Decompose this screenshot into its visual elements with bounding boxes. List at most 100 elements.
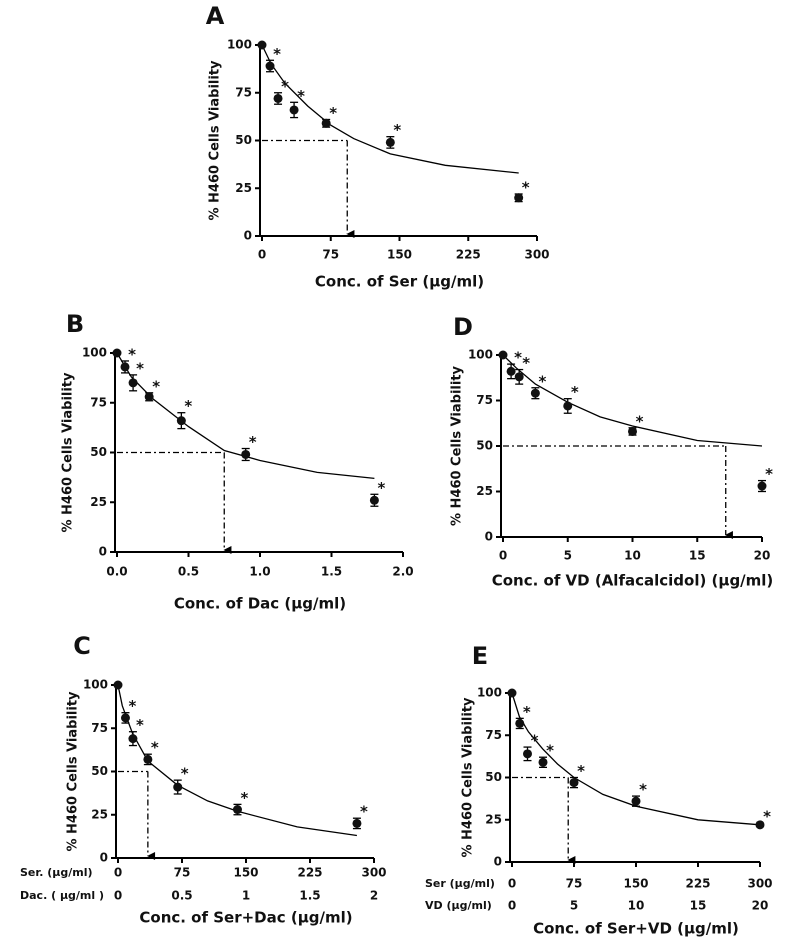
y-tick-label: 50 [90,445,107,459]
x-tick-label: 75 [566,877,583,891]
significance-label: * [763,808,771,826]
data-point [321,118,331,128]
significance-label: * [577,762,585,780]
significance-label: * [136,716,144,734]
significance-label: * [571,383,579,401]
x-tick-label: 10 [624,549,641,563]
y-tick-label: 50 [235,133,252,147]
data-point [369,495,379,505]
significance-label: * [273,45,281,63]
significance-label: * [636,412,644,430]
x-tick-label: 5 [564,549,572,563]
data-point [265,61,275,71]
x-tick-label: 225 [685,877,710,891]
significance-label: * [151,739,159,757]
x-tick-label: 75 [322,248,339,262]
x-tick-label: 75 [174,866,191,880]
x-tick-label: 0.5 [178,565,199,579]
panel-label: B [66,310,84,338]
data-point [128,378,138,388]
y-tick-label: 75 [90,395,107,409]
panel-label: A [206,2,225,30]
significance-label: * [241,789,249,807]
x2-tick-label: 15 [690,899,707,913]
y-tick-label: 100 [83,678,108,692]
x-tick-label: 300 [361,866,386,880]
y-tick-label: 25 [476,484,493,498]
significance-label: * [523,703,531,721]
x-tick-label: 15 [689,549,706,563]
data-point [112,348,122,358]
data-point [507,688,517,698]
y-axis-label: % H460 Cells Viability [461,697,476,858]
data-point [757,481,767,491]
x2-tick-label: 5 [570,899,578,913]
y-axis-label: % H460 Cells Viability [208,60,223,221]
y-tick-label: 25 [235,181,252,195]
y-tick-label: 25 [90,495,107,509]
x-tick-label: 225 [297,866,322,880]
data-point [530,388,540,398]
data-point [538,757,548,767]
data-point [523,749,532,759]
x2-tick-label: 0.5 [171,889,192,903]
y-tick-label: 100 [477,686,502,700]
y-tick-label: 100 [82,346,107,360]
data-point [120,362,130,372]
y-tick-label: 100 [227,38,252,52]
x-tick-label: 150 [623,877,648,891]
x-tick-label: 0 [114,866,122,880]
x-axis-label: Conc. of Dac (μg/ml) [174,595,346,613]
x-axis-label: Conc. of Ser+VD (μg/ml) [533,920,739,938]
panel-label: D [453,313,473,341]
y-tick-label: 0 [244,229,252,243]
y-tick-label: 75 [485,728,502,742]
data-point [352,818,362,828]
significance-label: * [249,433,257,451]
y-tick-label: 25 [485,812,502,826]
data-point [506,366,516,376]
data-point [144,392,154,402]
y-axis-label: % H460 Cells Viability [61,372,76,533]
data-point [385,137,395,147]
panel-label: E [472,642,488,670]
x-axis-label: Conc. of Ser+Dac (μg/ml) [139,909,352,927]
significance-label: * [297,87,305,105]
significance-label: * [639,781,647,799]
data-point [515,718,525,728]
x-tick-label: 300 [524,248,549,262]
data-point [569,778,579,788]
data-point [143,754,153,764]
x2-tick-title: VD (μg/ml) [425,899,492,912]
y-tick-label: 50 [476,439,493,453]
data-point [113,680,123,690]
significance-label: * [181,765,189,783]
x-tick-label: 1.5 [321,565,342,579]
x-tick-label: 0 [258,248,266,262]
x-tick-label: 2.0 [392,565,413,579]
significance-label: * [522,178,530,196]
data-point [173,782,183,792]
y-tick-label: 50 [485,770,502,784]
x-tick-label: 300 [747,877,772,891]
significance-label: * [546,742,554,760]
significance-label: * [360,803,368,821]
y-tick-label: 50 [91,764,108,778]
data-point [176,416,186,426]
data-point [273,93,283,103]
x-tick-title: Ser. (μg/ml) [20,866,93,879]
y-tick-label: 75 [476,393,493,407]
data-point [128,734,138,744]
data-point [289,105,299,115]
data-point [755,820,765,830]
x-tick-title: Ser (μg/ml) [425,877,495,890]
significance-label: * [514,349,522,367]
y-tick-label: 0 [494,855,502,869]
y-tick-label: 0 [99,545,107,559]
x-tick-label: 20 [754,549,771,563]
y-axis-label: % H460 Cells Viability [66,691,81,852]
data-point [514,193,524,203]
y-tick-label: 0 [485,530,493,544]
fit-curve [261,44,519,174]
